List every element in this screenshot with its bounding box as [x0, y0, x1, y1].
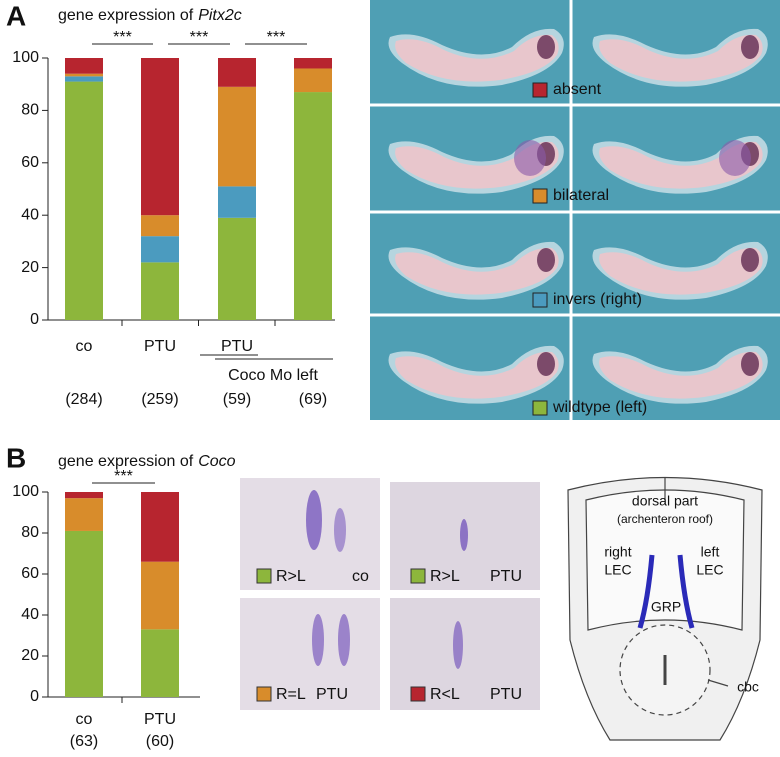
y-tick-label: 60 — [21, 154, 39, 171]
diagram-label: (archenteron roof) — [617, 512, 713, 526]
x-tick-label: co — [76, 338, 93, 355]
significance-label: *** — [114, 468, 133, 485]
bar-segment — [218, 58, 256, 87]
legend-swatch — [256, 686, 272, 702]
bar-segment — [294, 92, 332, 320]
bar-segment — [141, 629, 179, 697]
bar-segment — [218, 86, 256, 187]
legend-label: R<L — [430, 686, 460, 703]
x-tick-label: PTU — [144, 338, 176, 355]
legend-swatch — [532, 292, 548, 308]
bar-segment — [141, 561, 179, 630]
legend-label: absent — [553, 81, 602, 98]
bar-segment — [218, 217, 256, 320]
bar-segment — [141, 58, 179, 216]
diagram-label: dorsal part — [632, 493, 698, 509]
legend-swatch — [532, 400, 548, 416]
bar-segment — [65, 76, 103, 82]
bar-segment — [65, 58, 103, 74]
bar-segment — [65, 81, 103, 320]
bar-segment — [65, 492, 103, 499]
y-tick-label: 20 — [21, 259, 39, 276]
diagram-label: GRP — [651, 599, 681, 615]
chart-title: gene expression of Coco — [58, 453, 236, 470]
bar-segment — [141, 215, 179, 237]
legend-label: wildtype (left) — [552, 399, 647, 416]
image-label: PTU — [316, 686, 348, 703]
y-tick-label: 80 — [21, 524, 39, 541]
legend-label: R>L — [430, 568, 460, 585]
image-label: PTU — [490, 568, 522, 585]
diagram-label: right — [604, 544, 631, 560]
bar-segment — [218, 186, 256, 218]
y-tick-label: 100 — [12, 483, 39, 500]
legend-swatch — [532, 188, 548, 204]
sample-size: (63) — [70, 733, 98, 750]
bar-segment — [141, 236, 179, 263]
significance-label: *** — [267, 29, 286, 46]
x-tick-label: PTU — [221, 338, 253, 355]
panel-letter: B — [6, 442, 26, 473]
panel-letter: A — [6, 0, 26, 31]
chart-title: gene expression of Pitx2c — [58, 7, 242, 24]
legend-label: R>L — [276, 568, 306, 585]
legend-swatch — [410, 568, 426, 584]
sample-size: (284) — [65, 391, 102, 408]
image-label: PTU — [490, 686, 522, 703]
panel-a-images — [370, 0, 780, 420]
y-tick-label: 100 — [12, 49, 39, 66]
bar-segment — [65, 73, 103, 77]
image-label: co — [352, 568, 369, 585]
bar-segment — [294, 58, 332, 69]
sample-size: (259) — [141, 391, 178, 408]
sample-size: (69) — [299, 391, 327, 408]
y-tick-label: 0 — [30, 311, 39, 328]
y-tick-label: 0 — [30, 688, 39, 705]
bar-segment — [141, 262, 179, 320]
y-tick-label: 80 — [21, 102, 39, 119]
legend-label: R=L — [276, 686, 306, 703]
y-tick-label: 40 — [21, 206, 39, 223]
sample-size: (59) — [223, 391, 251, 408]
legend-swatch — [532, 82, 548, 98]
bar-segment — [65, 498, 103, 531]
significance-label: *** — [113, 29, 132, 46]
diagram-label: cbc — [737, 679, 759, 695]
diagram-label: LEC — [696, 562, 723, 578]
group-label: Coco Mo left — [228, 367, 318, 384]
title-text: gene expression of — [58, 453, 194, 470]
panel-b-images: co PTU PTU PTU R>L R>L R=L R<L — [240, 478, 540, 710]
x-tick-label: PTU — [144, 711, 176, 728]
legend-swatch — [256, 568, 272, 584]
legend-label: invers (right) — [553, 291, 642, 308]
bar-segment — [141, 492, 179, 562]
legend-swatch — [410, 686, 426, 702]
title-gene: Pitx2c — [198, 7, 242, 24]
bar-segment — [294, 68, 332, 93]
title-gene: Coco — [198, 453, 235, 470]
y-tick-label: 20 — [21, 647, 39, 664]
diagram-label: LEC — [604, 562, 631, 578]
diagram-label: left — [701, 544, 720, 560]
y-tick-label: 40 — [21, 606, 39, 623]
significance-label: *** — [190, 29, 209, 46]
bar-segment — [65, 530, 103, 697]
legend-label: bilateral — [553, 187, 609, 204]
y-tick-label: 60 — [21, 565, 39, 582]
sample-size: (60) — [146, 733, 174, 750]
diagram: dorsal part (archenteron roof) right LEC… — [567, 476, 763, 741]
title-text: gene expression of — [58, 7, 194, 24]
x-tick-label: co — [76, 711, 93, 728]
